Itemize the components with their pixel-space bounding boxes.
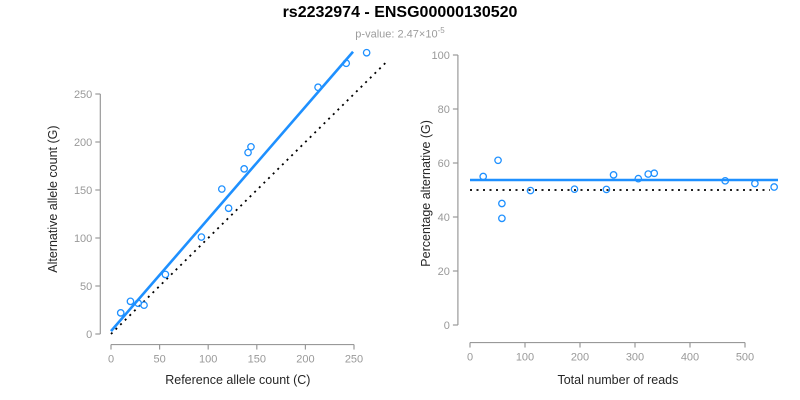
y-axis-tick-label: 100 <box>74 233 92 245</box>
data-point <box>314 83 322 92</box>
data-point <box>602 185 611 194</box>
data-point <box>116 309 125 317</box>
figure-subtitle: p-value: 2.47×10-5 <box>0 26 800 41</box>
data-point <box>224 204 233 213</box>
y-axis-tick-label: 150 <box>74 185 92 197</box>
data-point <box>570 185 579 194</box>
y-axis-tick-label: 50 <box>80 281 92 293</box>
x-axis-tick-label: 100 <box>516 352 534 364</box>
data-point <box>161 270 170 279</box>
x-axis-tick-label: 300 <box>626 352 644 364</box>
data-point <box>498 214 506 223</box>
x-axis-title: Total number of reads <box>557 373 678 387</box>
y-axis-tick-label: 100 <box>432 50 450 62</box>
fit-line <box>110 50 355 332</box>
y-axis-tick-label: 250 <box>74 89 92 101</box>
figure-title: rs2232974 - ENSG00000130520 <box>282 4 518 21</box>
y-axis-tick-label: 0 <box>444 320 450 332</box>
pvalue-text: p-value: 2.47×10 <box>355 28 438 41</box>
data-point <box>240 165 249 173</box>
data-point <box>721 176 730 185</box>
y-axis-tick-label: 60 <box>438 158 450 170</box>
data-point <box>479 172 488 181</box>
x-axis-tick-label: 200 <box>571 352 589 364</box>
data-point <box>494 156 502 165</box>
y-axis-tick-label: 20 <box>438 266 450 278</box>
data-point <box>126 297 135 306</box>
x-axis-title: Reference allele count (C) <box>165 373 310 387</box>
data-point <box>751 179 759 188</box>
y-axis-tick-label: 40 <box>438 212 450 224</box>
identity-line <box>110 61 387 335</box>
data-point <box>498 199 506 208</box>
data-point <box>362 48 371 57</box>
y-axis-tick-label: 80 <box>438 104 450 116</box>
data-point <box>526 186 535 195</box>
data-point <box>217 185 226 193</box>
data-point <box>247 142 255 151</box>
x-axis-tick-label: 200 <box>296 354 314 366</box>
x-axis-tick-label: 0 <box>467 352 473 364</box>
data-point <box>244 148 252 157</box>
x-axis-tick-label: 150 <box>248 354 266 366</box>
y-axis-title: Percentage alternative (G) <box>419 120 433 267</box>
data-point <box>197 233 206 241</box>
x-axis-tick-label: 0 <box>108 354 114 366</box>
x-axis-tick-label: 50 <box>153 354 165 366</box>
x-axis-tick-label: 500 <box>736 352 754 364</box>
x-axis-tick-label: 100 <box>199 354 217 366</box>
x-axis-tick-label: 400 <box>681 352 699 364</box>
pvalue-exponent: -5 <box>437 26 445 35</box>
x-axis-tick-label: 250 <box>345 354 363 366</box>
data-point <box>644 170 653 178</box>
data-point <box>342 59 351 68</box>
y-axis-title: Alternative allele count (G) <box>46 125 60 272</box>
data-point <box>609 171 618 179</box>
y-axis-tick-label: 200 <box>74 137 92 149</box>
y-axis-tick-label: 0 <box>86 329 92 341</box>
data-point <box>770 183 779 191</box>
data-point <box>140 301 148 310</box>
data-point <box>650 169 659 178</box>
data-point <box>634 174 643 183</box>
